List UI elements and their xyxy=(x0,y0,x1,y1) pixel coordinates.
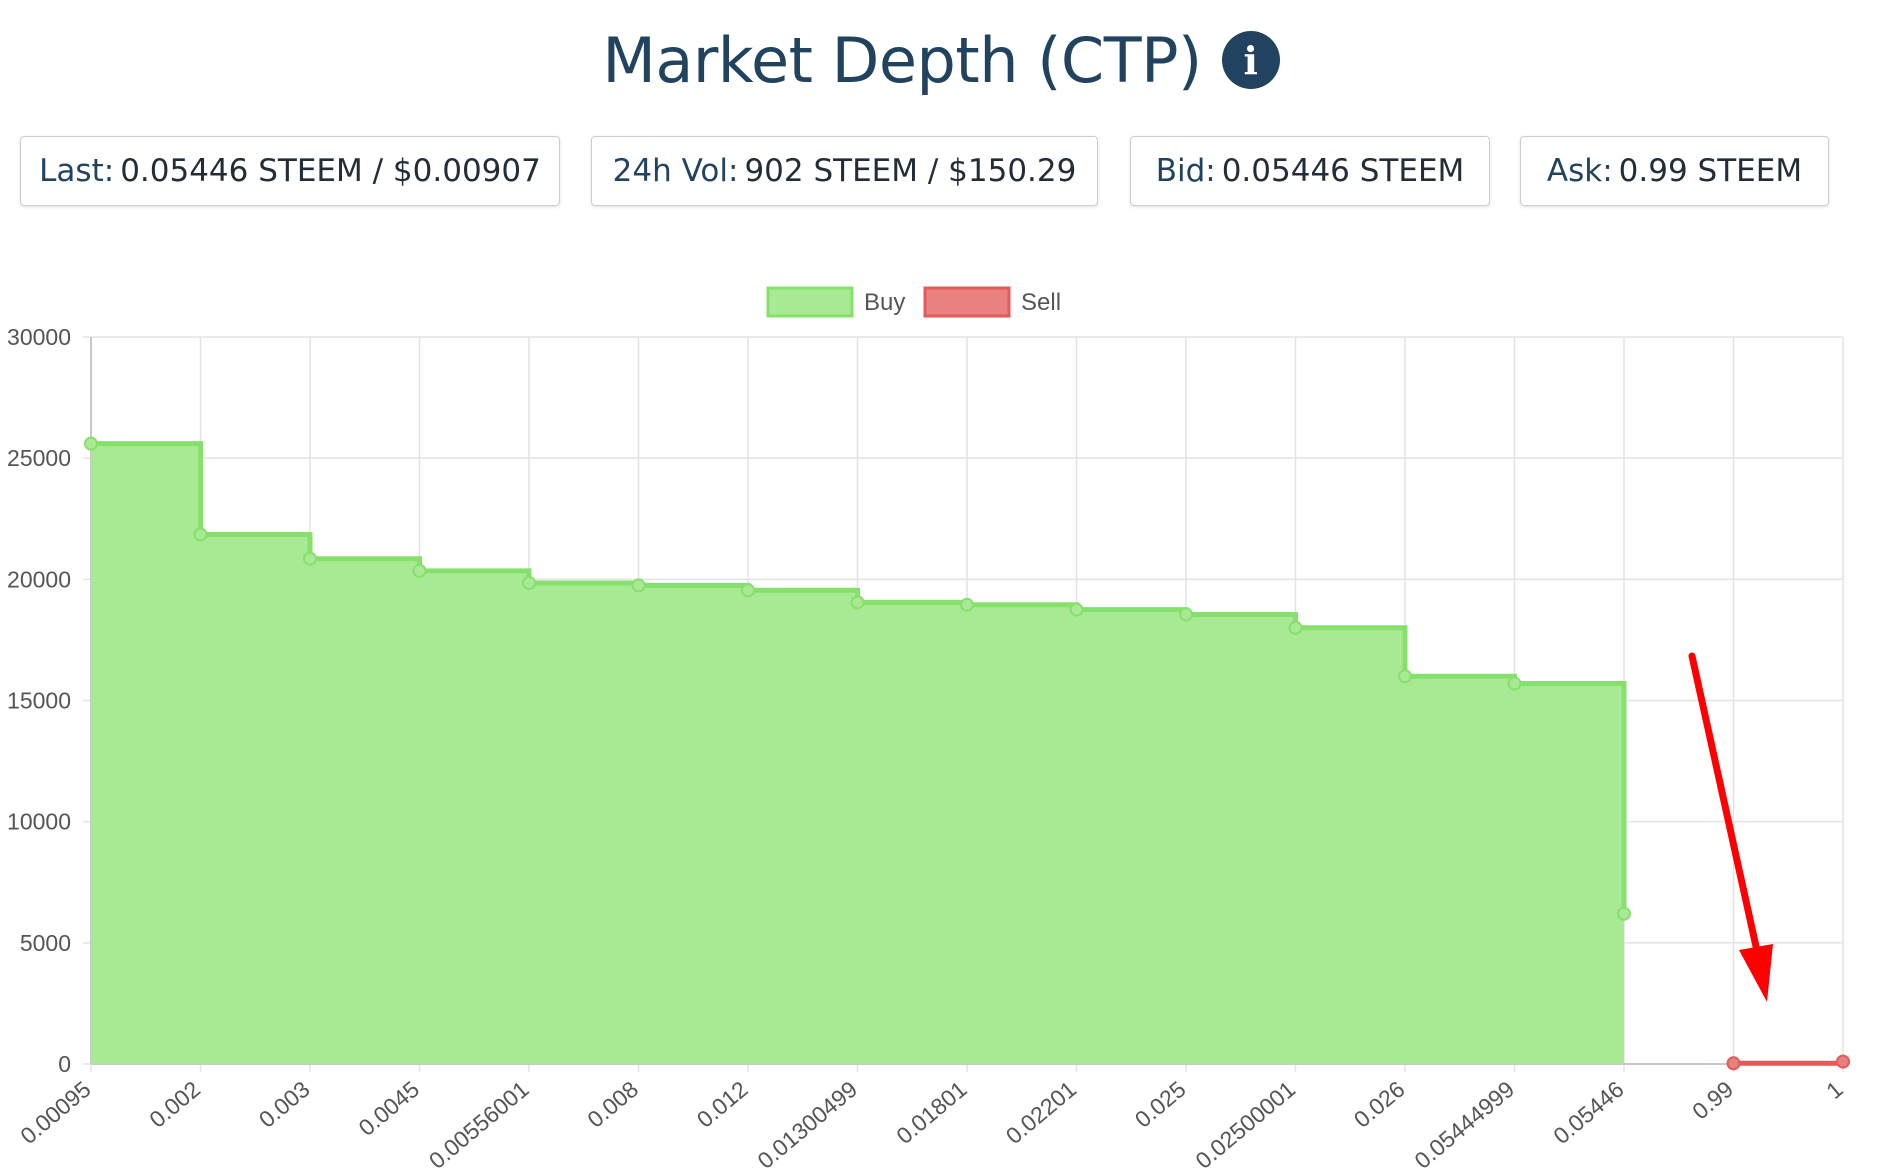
legend-label-sell: Sell xyxy=(1021,289,1061,316)
y-tick-label: 25000 xyxy=(7,445,71,471)
y-tick-label: 20000 xyxy=(7,566,71,592)
bid-value: 0.05446 STEEM xyxy=(1221,153,1465,189)
y-tick-label: 5000 xyxy=(20,930,71,956)
volume-label: 24h Vol: xyxy=(612,153,739,189)
buy-series-point xyxy=(193,527,208,542)
buy-series-point xyxy=(1069,602,1084,617)
x-tick-label: 0.025 xyxy=(1130,1076,1191,1133)
volume-box: 24h Vol: 902 STEEM / $150.29 xyxy=(591,136,1098,206)
last-price-box: Last: 0.05446 STEEM / $0.00907 xyxy=(20,136,560,206)
buy-series-point xyxy=(412,563,427,578)
buy-series-point xyxy=(84,436,98,451)
x-tick-label: 0.002 xyxy=(144,1076,205,1133)
buy-series-point xyxy=(1398,669,1412,684)
x-tick-label: 0.02500001 xyxy=(1190,1076,1300,1170)
sell-series-point xyxy=(1836,1054,1850,1069)
x-tick-label: 0.00095 xyxy=(15,1076,95,1149)
ask-value: 0.99 STEEM xyxy=(1618,153,1803,189)
x-tick-label: 0.05444999 xyxy=(1409,1076,1519,1170)
title-row: Market Depth (CTP) i xyxy=(0,0,1882,120)
page-title: Market Depth (CTP) xyxy=(602,23,1202,97)
x-tick-label: 0.008 xyxy=(582,1076,643,1133)
x-tick-label: 0.026 xyxy=(1349,1076,1410,1133)
x-tick-label: 0.02201 xyxy=(1001,1076,1081,1149)
buy-series-point xyxy=(1617,906,1631,921)
x-tick-label: 0.003 xyxy=(254,1076,315,1133)
sell-series-line xyxy=(1733,1060,1846,1066)
buy-series-point xyxy=(1179,607,1193,622)
x-tick-label: 0.012 xyxy=(692,1076,753,1133)
last-price-value: 0.05446 STEEM / $0.00907 xyxy=(120,153,541,189)
y-tick-label: 30000 xyxy=(7,324,71,350)
buy-series-point xyxy=(631,578,646,593)
annotation-arrow-shaft xyxy=(1688,652,1763,964)
x-tick-label: 0.01801 xyxy=(891,1076,971,1149)
x-tick-label: 0.05446 xyxy=(1548,1076,1628,1149)
ask-box: Ask: 0.99 STEEM xyxy=(1520,136,1829,206)
legend-swatch-sell xyxy=(923,286,1011,318)
x-tick-label: 0.99 xyxy=(1687,1076,1738,1125)
sell-series-point xyxy=(1726,1056,1741,1071)
volume-value: 902 STEEM / $150.29 xyxy=(744,153,1077,189)
buy-series-point xyxy=(850,595,865,610)
y-tick-label: 10000 xyxy=(7,809,71,835)
x-tick-label: 0.01300499 xyxy=(752,1076,862,1170)
legend-label-buy: Buy xyxy=(864,289,905,316)
x-tick-label: 0.00556001 xyxy=(424,1076,534,1170)
buy-series-point xyxy=(303,551,317,566)
buy-series-point xyxy=(1288,620,1303,635)
ask-label: Ask: xyxy=(1546,153,1613,189)
buy-series-point xyxy=(741,583,755,598)
info-icon[interactable]: i xyxy=(1221,31,1280,89)
buy-series-point xyxy=(1507,676,1522,691)
y-tick-label: 0 xyxy=(58,1051,71,1077)
bid-box: Bid: 0.05446 STEEM xyxy=(1130,136,1490,206)
legend-swatch-buy xyxy=(766,286,854,318)
y-tick-label: 15000 xyxy=(7,688,71,714)
bid-label: Bid: xyxy=(1155,153,1216,189)
buy-series-area xyxy=(91,443,1624,1064)
buy-series-point xyxy=(960,597,974,612)
buy-series-point xyxy=(522,575,536,590)
x-tick-label: 1 xyxy=(1821,1076,1848,1104)
last-price-label: Last: xyxy=(39,153,115,189)
annotation-arrow-head xyxy=(1739,944,1773,1002)
x-tick-label: 0.0045 xyxy=(354,1076,425,1141)
